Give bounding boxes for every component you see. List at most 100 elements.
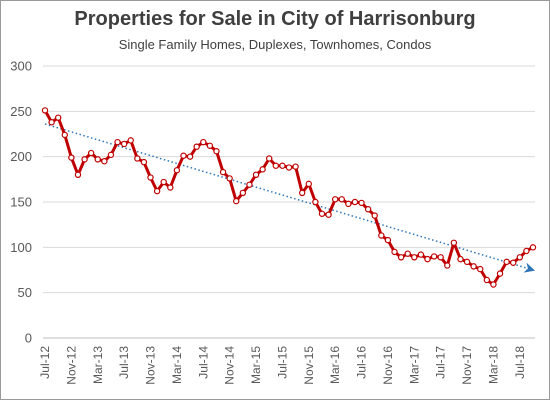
data-point: [213, 148, 220, 155]
data-point: [463, 258, 471, 266]
x-tick-label: Nov-12: [64, 346, 78, 385]
data-point: [127, 137, 134, 144]
data-point: [61, 131, 68, 139]
x-tick-label: Jul-14: [196, 346, 210, 379]
chart-title: Properties for Sale in City of Harrisonb…: [74, 8, 476, 30]
data-point: [529, 244, 537, 251]
data-point: [180, 152, 187, 159]
data-point: [107, 151, 115, 159]
series-group: [41, 107, 537, 288]
data-point: [246, 181, 253, 188]
data-point: [318, 210, 326, 217]
data-point: [470, 263, 477, 270]
y-tick-label: 200: [10, 149, 32, 164]
data-point: [305, 180, 312, 188]
data-point: [219, 168, 227, 176]
data-point: [252, 171, 260, 178]
data-point: [266, 155, 273, 162]
trendline: [44, 123, 536, 273]
data-point: [345, 200, 352, 208]
y-tick-label: 0: [25, 331, 32, 346]
chart-subtitle: Single Family Homes, Duplexes, Townhomes…: [118, 37, 432, 52]
data-point: [285, 164, 293, 171]
data-point: [325, 211, 332, 218]
data-point: [233, 197, 240, 205]
data-point: [450, 239, 458, 246]
x-tick-label: Jul-18: [513, 346, 527, 379]
y-tick-label: 250: [10, 104, 32, 119]
data-point: [477, 265, 484, 273]
data-point: [173, 167, 181, 174]
x-tick-label: Nov-15: [302, 346, 316, 385]
data-point: [391, 248, 398, 256]
data-point: [444, 262, 451, 269]
x-tick-label: Mar-18: [486, 346, 500, 384]
x-tick-label: Mar-13: [91, 346, 105, 384]
data-point: [523, 247, 530, 255]
x-tick-label: Nov-17: [460, 346, 474, 385]
data-point: [74, 171, 82, 178]
data-point: [279, 162, 286, 169]
data-point: [384, 236, 392, 244]
data-point: [81, 156, 88, 163]
x-tick-label: Mar-14: [170, 346, 184, 384]
x-axis-ticks: Jul-12 Nov-12 Mar-13 Jul-13 Nov-13 Mar-14 Jul-…: [38, 346, 527, 385]
data-point: [54, 114, 62, 121]
x-tick-label: Mar-16: [328, 346, 342, 384]
x-tick-label: Nov-14: [223, 346, 237, 385]
data-point: [358, 199, 365, 207]
data-point: [437, 254, 444, 261]
data-point: [331, 196, 339, 203]
gridlines: [43, 65, 535, 339]
data-point: [312, 198, 319, 206]
data-point: [417, 251, 425, 258]
data-point: [404, 250, 411, 257]
x-tick-label: Jul-13: [117, 346, 131, 379]
data-point: [167, 184, 174, 191]
data-point: [292, 163, 299, 170]
data-point: [490, 281, 497, 288]
data-point: [140, 158, 148, 166]
data-point: [94, 156, 101, 163]
data-point: [120, 140, 128, 148]
data-point: [68, 154, 75, 161]
y-tick-label: 300: [10, 59, 32, 74]
data-point: [364, 206, 372, 213]
data-point: [272, 162, 280, 169]
data-point: [206, 142, 214, 149]
x-tick-label: Mar-17: [407, 346, 421, 384]
y-axis-ticks: 0 50 100 150 200 250 300: [10, 59, 32, 346]
data-point: [48, 119, 55, 126]
data-point: [338, 196, 345, 203]
y-tick-label: 100: [10, 240, 32, 255]
x-tick-label: Mar-15: [249, 346, 263, 384]
x-tick-label: Jul-16: [355, 346, 369, 379]
data-point: [114, 138, 121, 146]
data-point: [516, 254, 524, 261]
data-point: [371, 212, 378, 219]
data-point: [87, 149, 95, 157]
data-point: [101, 157, 108, 165]
data-point: [298, 189, 306, 197]
x-tick-label: Nov-16: [381, 346, 395, 385]
y-tick-label: 50: [18, 285, 32, 300]
x-tick-label: Jul-17: [434, 346, 448, 379]
data-point: [226, 175, 233, 182]
trendline-group: [44, 123, 536, 273]
data-point: [424, 255, 431, 263]
data-point: [160, 178, 167, 186]
data-point: [41, 107, 49, 114]
data-point: [510, 259, 517, 266]
x-tick-label: Jul-15: [275, 346, 289, 379]
data-point: [483, 276, 491, 284]
data-point: [239, 189, 247, 197]
data-point: [411, 254, 418, 261]
data-point: [457, 255, 464, 263]
data-point: [397, 254, 405, 261]
data-point: [147, 174, 154, 181]
x-tick-label: Jul-12: [38, 346, 52, 379]
x-tick-label: Nov-13: [144, 346, 158, 385]
data-point: [193, 143, 200, 150]
